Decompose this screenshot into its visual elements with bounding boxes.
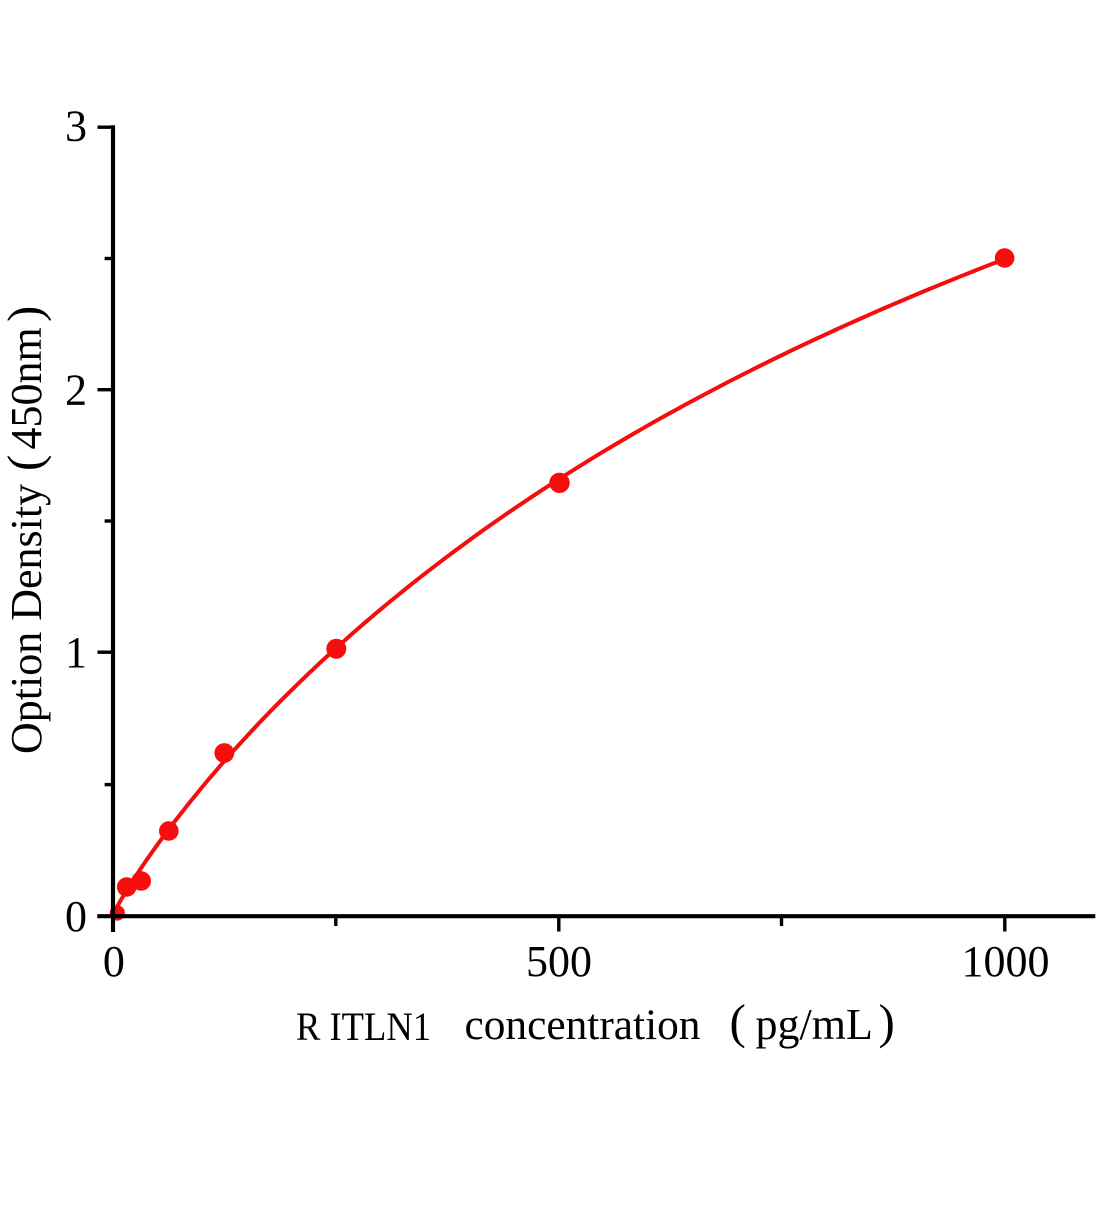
svg-text:): ) bbox=[879, 994, 895, 1049]
svg-text:Option Density: Option Density bbox=[2, 484, 51, 754]
svg-text:R ITLN1: R ITLN1 bbox=[296, 1004, 431, 1049]
svg-text:1000: 1000 bbox=[962, 937, 1050, 986]
svg-text:450nm: 450nm bbox=[2, 327, 51, 449]
svg-text:concentration: concentration bbox=[465, 1001, 701, 1049]
svg-text:0: 0 bbox=[65, 892, 87, 941]
svg-text:2: 2 bbox=[65, 365, 87, 414]
svg-text:500: 500 bbox=[526, 937, 592, 986]
svg-text:0: 0 bbox=[103, 937, 125, 986]
svg-text:(: ( bbox=[730, 994, 746, 1049]
svg-text:3: 3 bbox=[65, 101, 87, 150]
svg-text:(: ( bbox=[0, 455, 52, 471]
svg-text:1: 1 bbox=[65, 628, 87, 677]
svg-text:pg/mL: pg/mL bbox=[756, 1000, 873, 1049]
svg-text:): ) bbox=[0, 306, 52, 322]
